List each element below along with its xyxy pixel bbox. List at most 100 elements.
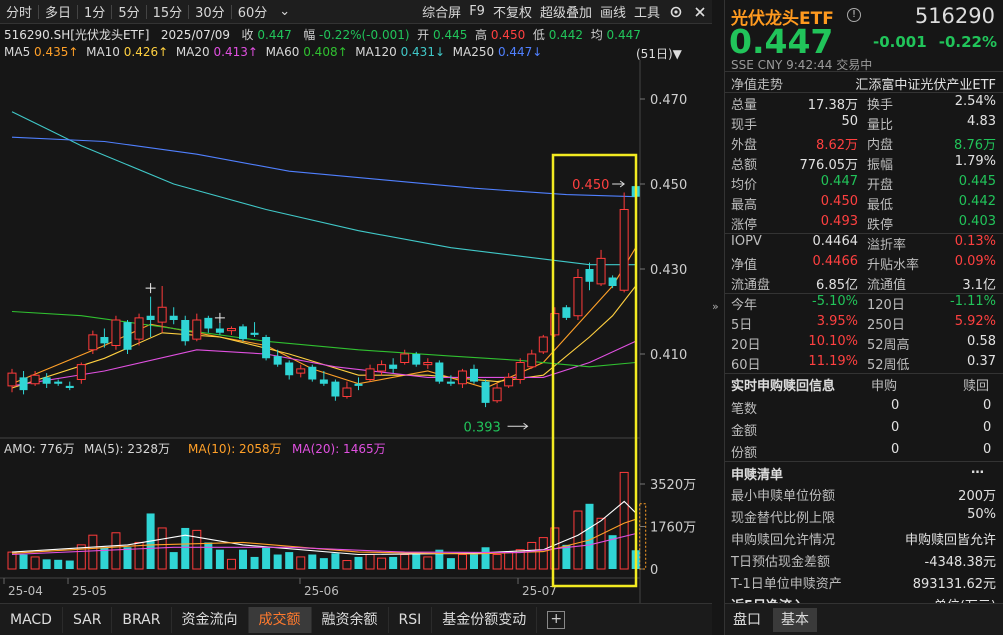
ma-legend-label: MA250 <box>452 45 495 59</box>
stat-label: 20日 <box>731 338 761 353</box>
projected-volume-bar <box>639 503 647 570</box>
more-periods-dropdown[interactable]: ⌄ <box>279 4 291 19</box>
stat-value: 0.13% <box>954 234 996 249</box>
stat-value: 0.445 <box>958 174 996 189</box>
stat-label: 最高 <box>731 198 758 213</box>
kline-chart[interactable]: 0.470 0.450 0.430 0.410 3520万 1760万 0 25-04 25-0… <box>0 60 712 603</box>
indicator-tab-6[interactable]: RSI <box>389 606 433 633</box>
list-row-label: T日预估现金差额 <box>731 555 830 570</box>
tab-separator <box>230 4 232 19</box>
tab-order-book[interactable]: 盘口 <box>733 612 761 628</box>
volume-legend-item: AMO: 776万 <box>4 442 75 456</box>
period-tab-0[interactable]: 分时 <box>6 6 33 21</box>
candle-body <box>285 362 294 376</box>
volume-bar <box>515 549 525 570</box>
stat-row: 最高 0.450 最低 0.442 <box>725 193 1003 213</box>
stat-label: 净值 <box>731 258 758 273</box>
volume-bar <box>123 547 132 569</box>
low-annotation: 0.393 <box>464 420 501 435</box>
stat-label: 现手 <box>731 118 758 133</box>
indicator-tab-3[interactable]: 资金流向 <box>172 606 249 633</box>
candle-body <box>146 315 155 320</box>
stat-value: 0.450 <box>820 194 858 209</box>
ma-line-ma250 <box>11 136 636 198</box>
candle-body <box>204 317 213 329</box>
candle-body <box>215 328 224 333</box>
indicator-tab-5[interactable]: 融资余额 <box>312 606 389 633</box>
toolbar-action-4[interactable]: 画线 <box>599 6 626 21</box>
range-label: 幅 <box>303 28 316 42</box>
volume-bar <box>76 544 86 570</box>
indicator-tab-7[interactable]: 基金份额变动 <box>432 606 538 633</box>
time-label: 25-05 <box>72 584 107 598</box>
indicator-tab-0[interactable]: MACD <box>0 606 63 633</box>
candle-body <box>538 336 548 353</box>
nav-trend-row[interactable]: 净值走势 汇添富中证光伏产业ETF <box>725 73 1003 93</box>
volume-bar <box>19 554 28 569</box>
tab-basics[interactable]: 基本 <box>773 608 817 632</box>
volume-bar <box>400 554 410 570</box>
volume-bar <box>204 542 213 569</box>
indicator-tab-4[interactable]: 成交额 <box>248 606 312 633</box>
volume-bar <box>239 549 247 569</box>
high-label: 高 <box>475 28 488 42</box>
volume-bar <box>331 553 340 569</box>
volume-bar <box>538 537 548 570</box>
period-tab-1[interactable]: 多日 <box>45 6 72 21</box>
toolbar-action-5[interactable]: 工具 <box>633 6 660 21</box>
vol-tick-label: 3520万 <box>650 478 696 493</box>
period-tab-4[interactable]: 15分 <box>152 6 183 21</box>
stat-row: 今年 -5.10% 120日 -1.11% <box>725 293 1003 313</box>
avg-value: 0.447 <box>606 28 641 42</box>
stat-row: IOPV 0.4464 溢折率 0.13% <box>725 233 1003 253</box>
stat-value: 3.95% <box>816 314 858 329</box>
period-tab-2[interactable]: 1分 <box>84 6 106 21</box>
add-indicator-button[interactable]: + <box>547 610 566 629</box>
stat-value: 10.10% <box>808 334 858 349</box>
period-tab-3[interactable]: 5分 <box>118 6 140 21</box>
close-icon[interactable] <box>692 4 708 20</box>
toolbar-action-0[interactable]: 综合屏 <box>422 6 462 21</box>
candle-body <box>134 317 144 340</box>
creation-amount: 0 <box>891 442 900 457</box>
divider <box>725 293 1003 294</box>
info-icon[interactable]: ! <box>847 8 861 22</box>
indicator-tab-2[interactable]: BRAR <box>112 606 172 633</box>
candle-body <box>423 362 433 366</box>
last-price: 0.447 <box>729 22 834 61</box>
quote-panel: 光伏龙头ETF ! 516290 0.447 -0.001 -0.22% SSE… <box>724 0 1003 635</box>
stat-value: 0.493 <box>820 214 858 229</box>
volume-bar <box>54 559 63 569</box>
stat-row: 现手 50 量比 4.83 <box>725 113 1003 133</box>
creation-amount: 0 <box>891 398 900 413</box>
volume-bar <box>446 558 455 569</box>
volume-bar <box>319 558 328 569</box>
high-value: 0.450 <box>490 28 526 42</box>
period-tab-5[interactable]: 30分 <box>195 6 225 21</box>
volume-bar <box>562 544 571 569</box>
panel-footer-tabs: 盘口 基本 <box>725 603 1003 635</box>
settings-gear-icon[interactable] <box>668 4 684 20</box>
candle-body <box>296 368 306 374</box>
toolbar-action-2[interactable]: 不复权 <box>492 6 532 21</box>
symbol-label: 516290.SH[光伏龙头ETF] <box>4 28 150 42</box>
low-value: 0.442 <box>548 28 584 42</box>
fund-code: 516290 <box>914 4 995 28</box>
stat-label: 52周高 <box>867 338 910 353</box>
stat-value: 6.85亿 <box>816 278 858 293</box>
close-value: 0.447 <box>257 28 292 42</box>
volume-bar <box>481 547 490 569</box>
volume-bar <box>285 552 294 569</box>
stat-label: 5日 <box>731 318 753 333</box>
toolbar-action-3[interactable]: 超级叠加 <box>539 6 592 21</box>
list-more-button[interactable]: … <box>971 462 984 477</box>
ma-legend-value: 0.431↓ <box>400 45 446 59</box>
collapse-panel-icon[interactable]: » <box>712 300 719 313</box>
period-tab-6[interactable]: 60分 <box>237 6 268 21</box>
stat-value: 8.76万 <box>954 138 996 153</box>
list-row-label: T-1日单位申赎资产 <box>731 577 842 592</box>
volume-bar <box>619 471 629 570</box>
indicator-tab-1[interactable]: SAR <box>63 606 113 633</box>
day-count-selector[interactable]: (51日)▼ <box>636 47 682 61</box>
toolbar-action-1[interactable]: F9 <box>469 4 485 19</box>
